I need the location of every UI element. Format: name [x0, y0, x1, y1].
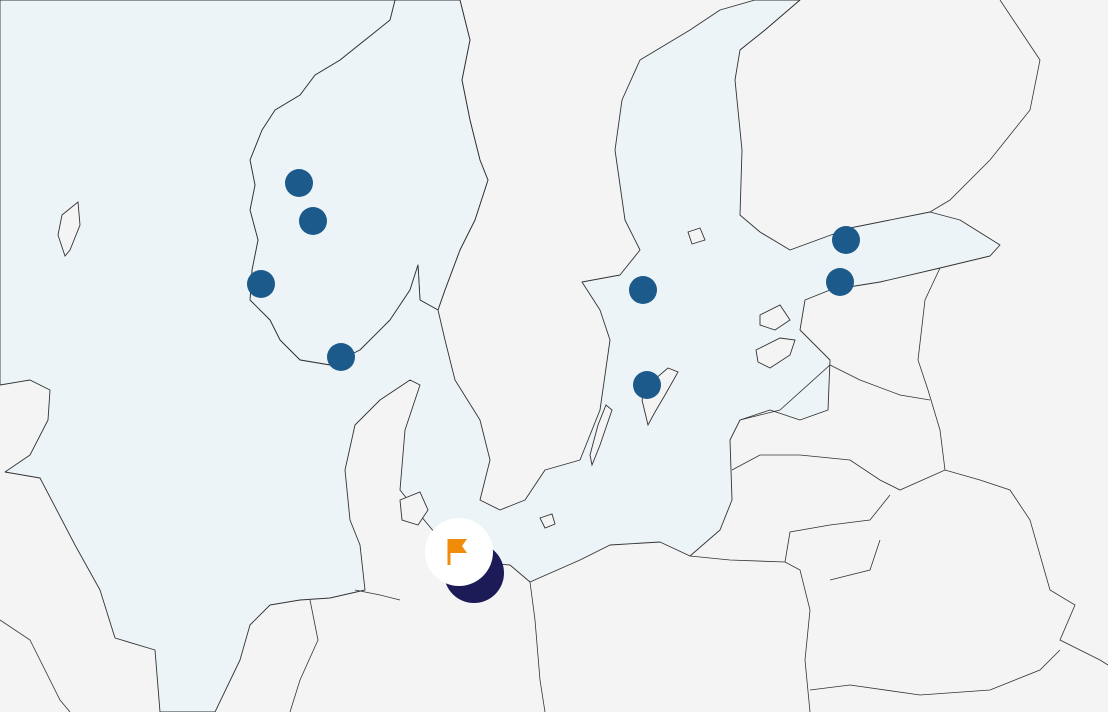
- border: [929, 0, 1041, 213]
- island: [755, 337, 796, 369]
- island: [539, 513, 556, 529]
- border: [784, 494, 891, 563]
- border: [739, 364, 931, 421]
- location-marker[interactable]: [327, 343, 355, 371]
- location-marker[interactable]: [629, 276, 657, 304]
- border: [917, 267, 946, 471]
- location-marker[interactable]: [633, 371, 661, 399]
- border: [739, 0, 801, 51]
- border: [529, 581, 546, 712]
- selected-location[interactable]: [425, 518, 504, 603]
- location-markers: [247, 169, 860, 399]
- location-marker[interactable]: [299, 207, 327, 235]
- location-marker[interactable]: [832, 226, 860, 254]
- island: [57, 201, 81, 257]
- flag-icon: [450, 539, 467, 553]
- island: [759, 304, 791, 331]
- border: [689, 555, 811, 712]
- location-marker[interactable]: [826, 268, 854, 296]
- island: [399, 491, 429, 526]
- island: [589, 404, 613, 467]
- border: [829, 539, 881, 581]
- island: [641, 367, 679, 427]
- island: [687, 227, 706, 245]
- border: [731, 454, 1108, 666]
- border: [437, 0, 489, 311]
- border: [0, 619, 71, 712]
- border: [354, 589, 401, 601]
- location-marker[interactable]: [247, 270, 275, 298]
- border: [289, 599, 319, 712]
- border: [809, 649, 1061, 696]
- location-marker[interactable]: [285, 169, 313, 197]
